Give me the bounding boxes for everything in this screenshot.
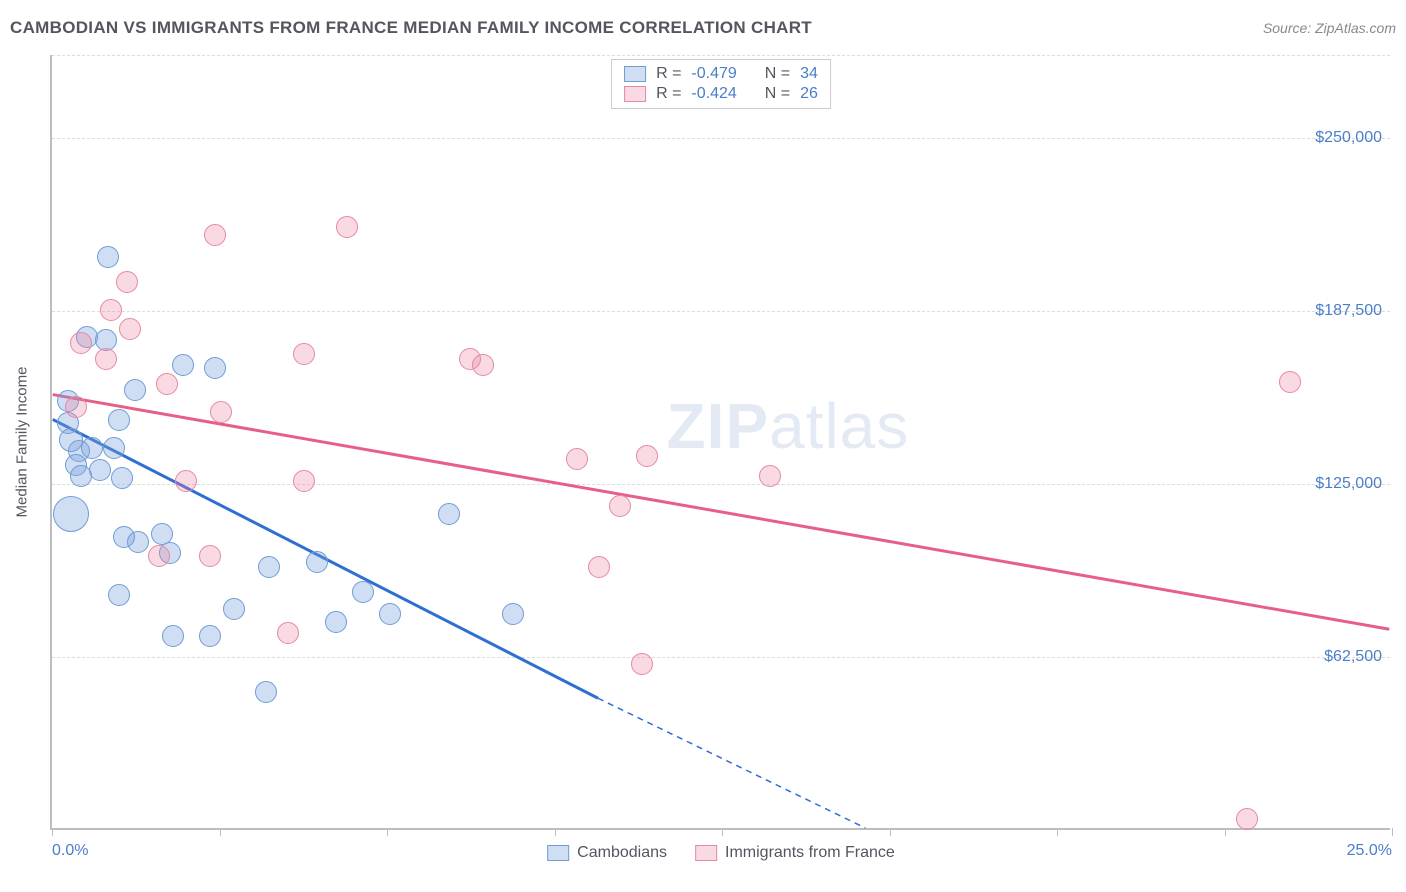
x-tick xyxy=(555,828,556,836)
data-point xyxy=(162,625,184,647)
x-tick xyxy=(220,828,221,836)
data-point xyxy=(65,396,87,418)
trend-line xyxy=(53,395,1390,630)
data-point xyxy=(293,343,315,365)
x-tick xyxy=(1225,828,1226,836)
x-tick-label: 0.0% xyxy=(52,842,88,860)
data-point xyxy=(636,445,658,467)
data-point xyxy=(172,354,194,376)
data-point xyxy=(127,531,149,553)
data-point xyxy=(502,603,524,625)
data-point xyxy=(89,459,111,481)
y-axis-title: Median Family Income xyxy=(14,366,31,517)
data-point xyxy=(258,556,280,578)
data-point xyxy=(175,470,197,492)
legend-label-2: Immigrants from France xyxy=(725,844,895,862)
data-point xyxy=(204,224,226,246)
data-point xyxy=(352,581,374,603)
data-point xyxy=(1236,808,1258,830)
n-value-1: 34 xyxy=(800,65,818,83)
trend-line-extrapolated xyxy=(598,698,865,828)
data-point xyxy=(148,545,170,567)
chart-title: CAMBODIAN VS IMMIGRANTS FROM FRANCE MEDI… xyxy=(10,18,812,38)
data-point xyxy=(95,348,117,370)
data-point xyxy=(588,556,610,578)
data-point xyxy=(103,437,125,459)
data-point xyxy=(306,551,328,573)
swatch-series1 xyxy=(624,66,646,82)
data-point xyxy=(277,622,299,644)
data-point xyxy=(124,379,146,401)
x-tick xyxy=(52,828,53,836)
data-point xyxy=(210,401,232,423)
data-point xyxy=(379,603,401,625)
data-point xyxy=(53,496,89,532)
data-point xyxy=(631,653,653,675)
trend-lines xyxy=(52,55,1390,828)
data-point xyxy=(336,216,358,238)
data-point xyxy=(609,495,631,517)
legend-item-1: Cambodians xyxy=(547,844,667,862)
data-point xyxy=(1279,371,1301,393)
data-point xyxy=(325,611,347,633)
r-value-1: -0.479 xyxy=(691,65,736,83)
data-point xyxy=(199,625,221,647)
data-point xyxy=(97,246,119,268)
stats-row-series1: R = -0.479 N = 34 xyxy=(624,64,818,84)
data-point xyxy=(438,503,460,525)
data-point xyxy=(759,465,781,487)
stats-row-series2: R = -0.424 N = 26 xyxy=(624,84,818,104)
bottom-legend: Cambodians Immigrants from France xyxy=(547,844,895,862)
data-point xyxy=(81,437,103,459)
x-tick-label: 25.0% xyxy=(1347,842,1392,860)
r-value-2: -0.424 xyxy=(691,85,736,103)
data-point xyxy=(199,545,221,567)
data-point xyxy=(108,584,130,606)
data-point xyxy=(293,470,315,492)
x-tick xyxy=(722,828,723,836)
x-tick xyxy=(1057,828,1058,836)
data-point xyxy=(108,409,130,431)
plot-area: Median Family Income $62,500$125,000$187… xyxy=(50,55,1390,830)
legend-swatch-2 xyxy=(695,845,717,861)
data-point xyxy=(100,299,122,321)
data-point xyxy=(566,448,588,470)
data-point xyxy=(223,598,245,620)
data-point xyxy=(204,357,226,379)
n-value-2: 26 xyxy=(800,85,818,103)
swatch-series2 xyxy=(624,86,646,102)
correlation-stats-box: R = -0.479 N = 34 R = -0.424 N = 26 xyxy=(611,59,831,109)
data-point xyxy=(156,373,178,395)
data-point xyxy=(116,271,138,293)
chart-source: Source: ZipAtlas.com xyxy=(1263,20,1396,36)
data-point xyxy=(151,523,173,545)
data-point xyxy=(119,318,141,340)
x-tick xyxy=(890,828,891,836)
legend-item-2: Immigrants from France xyxy=(695,844,895,862)
chart-header: CAMBODIAN VS IMMIGRANTS FROM FRANCE MEDI… xyxy=(10,18,1396,38)
data-point xyxy=(472,354,494,376)
data-point xyxy=(111,467,133,489)
data-point xyxy=(70,332,92,354)
data-point xyxy=(255,681,277,703)
x-tick xyxy=(387,828,388,836)
legend-swatch-1 xyxy=(547,845,569,861)
x-tick xyxy=(1392,828,1393,836)
legend-label-1: Cambodians xyxy=(577,844,667,862)
